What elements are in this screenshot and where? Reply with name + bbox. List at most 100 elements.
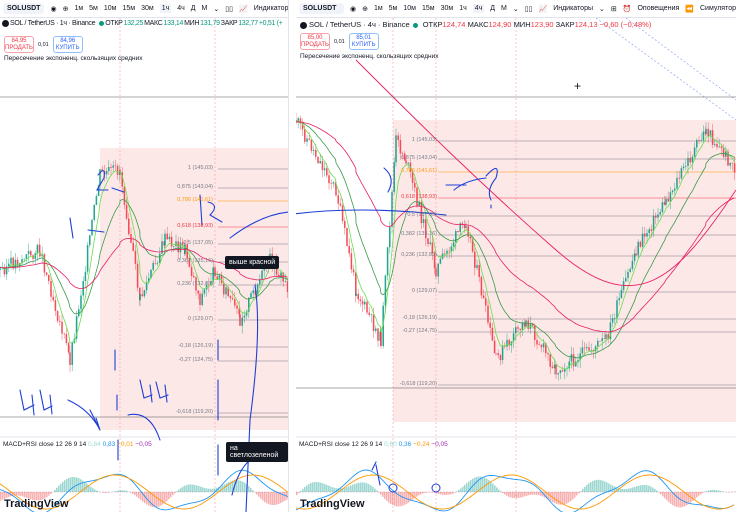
tf-d[interactable]: Д (190, 5, 196, 12)
macd-histogram-bar (84, 482, 86, 492)
tf-1m[interactable]: 1м (373, 5, 383, 12)
tf-m[interactable]: М (201, 5, 208, 12)
buy-button[interactable]: 84,96 КУПИТЬ (52, 36, 83, 53)
tf-5m[interactable]: 5м (388, 5, 398, 12)
tf-30m[interactable]: 30м (440, 5, 454, 12)
indicators-button[interactable]: Индикаторы (553, 5, 593, 12)
tf-30m[interactable]: 30м (141, 5, 154, 12)
macd-histogram-bar (326, 484, 328, 492)
fib-level-label: 0,5 (137,05) (407, 212, 437, 218)
macd-hist-value: 0,84 (88, 441, 101, 448)
candle-body (687, 157, 689, 167)
sell-button[interactable]: 84,95 ПРОДАТЬ (4, 36, 34, 53)
macd-histogram-bar (460, 488, 462, 492)
indicators-icon[interactable]: 📈 (238, 5, 248, 13)
alarm-icon[interactable]: ⏰ (622, 5, 632, 13)
macd-histogram-bar (20, 492, 22, 496)
macd-histogram-bar (88, 485, 90, 492)
macd-legend[interactable]: MACD+RSI close 12 26 9 14 0,84 0,83 −0,0… (3, 441, 152, 448)
buy-button[interactable]: 85,01 КУПИТЬ (348, 33, 379, 50)
tf-1m[interactable]: 1м (74, 5, 84, 12)
macd-histogram-bar (284, 492, 286, 501)
candle-body (395, 135, 397, 163)
symbol-search[interactable]: SOLUSDT (3, 3, 45, 14)
macd-histogram-bar (694, 492, 696, 500)
candle-body (427, 238, 429, 245)
tf-4h[interactable]: 4ч (177, 5, 185, 12)
tf-15m[interactable]: 15м (122, 5, 136, 12)
candle-body (3, 267, 6, 275)
macd-histogram-bar (670, 492, 672, 504)
add-symbol-icon[interactable]: ⊕ (62, 5, 69, 13)
chart-panel-4h[interactable]: + SOLUSDT ◉ ⊕ 1м 5м 10м 15м 30м 1ч 4ч Д … (296, 0, 736, 512)
add-symbol-icon[interactable]: ⊕ (362, 5, 368, 13)
macd-histogram-bar (554, 492, 556, 504)
sell-price: 85,00 (307, 35, 323, 41)
open-label: ОТКР (105, 20, 123, 28)
candle-type-icon[interactable]: ▯▯ (225, 5, 233, 13)
chart-canvas[interactable] (0, 0, 289, 512)
annotation-tooltip: на светлозеленой (226, 442, 288, 462)
replay-button[interactable]: Симулятор (700, 5, 736, 12)
chevron-down-icon[interactable]: ⌄ (599, 5, 605, 13)
macd-histogram-bar (458, 489, 460, 492)
candle-body (284, 281, 287, 282)
macd-histogram-bar (574, 492, 576, 498)
chevron-down-icon[interactable]: ⌄ (512, 5, 519, 13)
tf-10m[interactable]: 10м (403, 5, 416, 12)
tf-5m[interactable]: 5м (89, 5, 98, 12)
symbol-search[interactable]: SOLUSDT (299, 3, 344, 14)
indicators-button[interactable]: Индикаторы (253, 5, 289, 12)
tf-4h[interactable]: 4ч (472, 4, 485, 13)
macd-histogram-bar (118, 490, 120, 492)
tf-15m[interactable]: 15м (421, 5, 435, 12)
candle-body (731, 162, 734, 164)
macd-histogram-bar (386, 492, 388, 501)
macd-legend[interactable]: MACD+RSI close 12 26 9 14 0,60 0,36 −0,2… (299, 441, 448, 448)
macd-histogram-bar (590, 481, 592, 492)
sell-button[interactable]: 85,00 ПРОДАТЬ (300, 33, 330, 50)
candle-body (657, 214, 659, 218)
candle-type-icon[interactable]: ▯▯ (524, 5, 533, 13)
handwritten-annotation (19, 389, 53, 416)
alerts-button[interactable]: Оповещения (637, 5, 680, 12)
indicator-label[interactable]: Пересечение экспоненц. скользящих средни… (4, 55, 143, 62)
fib-level-label: 0,382 (135,16) (177, 258, 213, 264)
eye-icon[interactable]: ◉ (349, 5, 357, 13)
candle-body (401, 153, 404, 155)
candle-body (139, 294, 141, 301)
fib-level-label: -0,618 (119,20) (175, 409, 213, 415)
macd-histogram-bar (54, 489, 56, 492)
macd-histogram-bar (562, 492, 564, 505)
macd-histogram-bar (494, 485, 496, 492)
candle-body (493, 340, 496, 354)
candle-body (199, 293, 201, 306)
candle-body (474, 251, 476, 268)
tf-d[interactable]: Д (490, 5, 496, 12)
macd-histogram-bar (390, 492, 392, 505)
replay-icon[interactable]: ⏪ (685, 5, 694, 13)
indicator-label[interactable]: Пересечение экспоненц. скользящих средни… (300, 53, 439, 60)
tf-1h[interactable]: 1ч (459, 5, 467, 12)
candle-body (685, 166, 687, 167)
candle-body (540, 344, 543, 348)
chart-canvas[interactable]: + (296, 0, 736, 512)
macd-histogram-bar (82, 480, 84, 492)
tf-1h[interactable]: 1ч (159, 4, 172, 13)
tf-10m[interactable]: 10м (103, 5, 117, 12)
eye-icon[interactable]: ◉ (50, 5, 57, 13)
candle-body (203, 289, 206, 294)
candle-body (152, 262, 154, 270)
candle-body (435, 268, 437, 277)
chevron-down-icon[interactable]: ⌄ (213, 5, 220, 13)
macd-histogram-bar (368, 484, 370, 492)
tf-m[interactable]: М (501, 5, 507, 12)
legend-header: SOL / TetherUS · 4ч · Binance ОТКР124,74… (300, 20, 651, 29)
indicators-icon[interactable]: 📈 (538, 5, 548, 13)
candle-body (404, 153, 406, 161)
macd-histogram-bar (242, 481, 244, 492)
layout-icon[interactable]: ⊞ (610, 5, 617, 13)
macd-histogram-bar (208, 488, 210, 492)
macd-histogram-bar (440, 492, 442, 495)
chart-panel-1h[interactable]: SOLUSDT ◉ ⊕ 1м 5м 10м 15м 30м 1ч 4ч Д М … (0, 0, 289, 512)
